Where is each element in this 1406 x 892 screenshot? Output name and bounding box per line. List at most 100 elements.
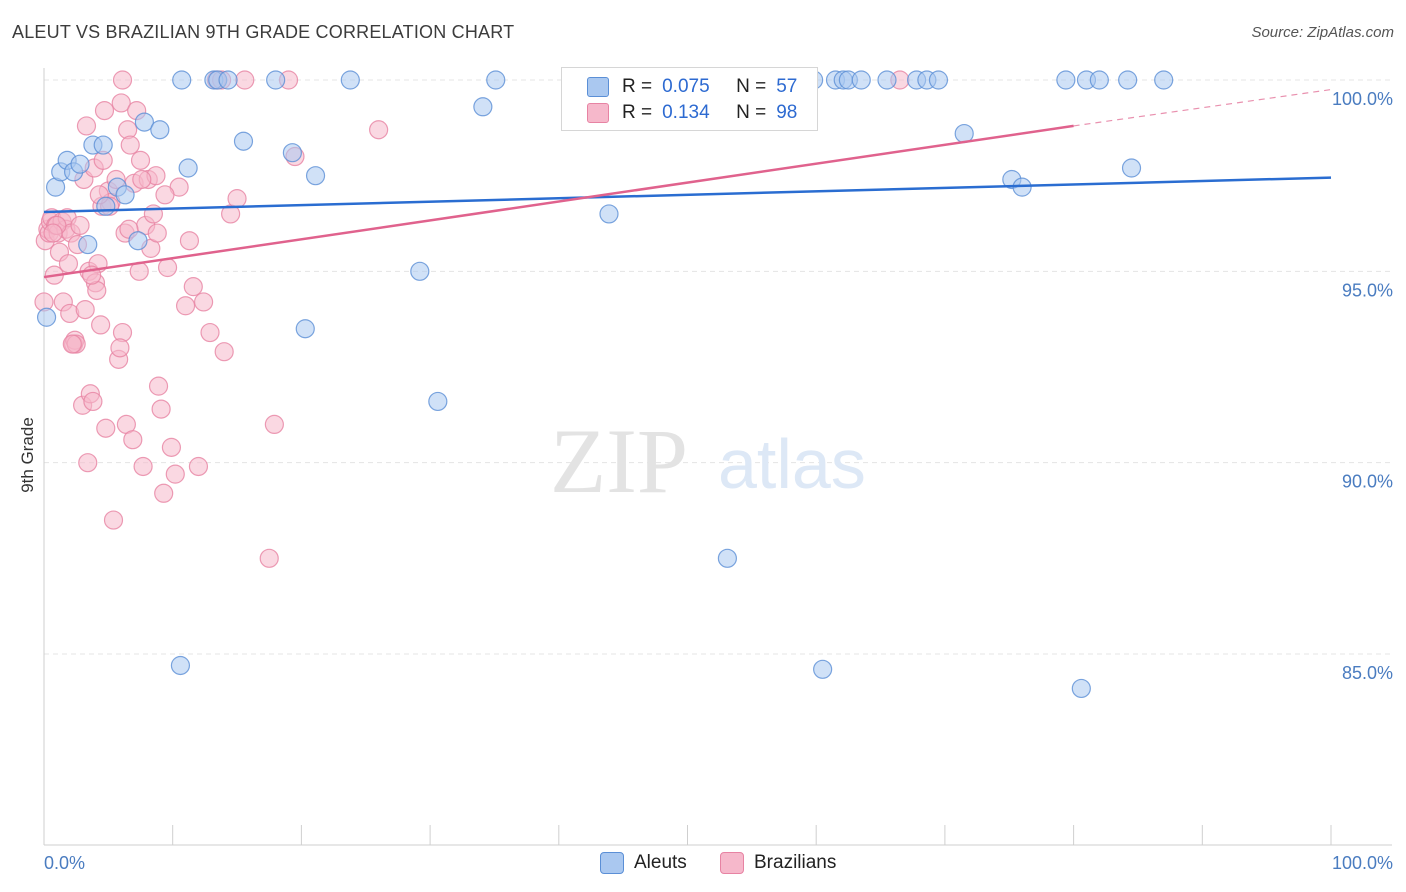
point-brazilians	[151, 399, 171, 419]
point-brazilians	[58, 254, 79, 274]
series-aleuts	[36, 70, 1174, 699]
point-aleuts	[78, 234, 98, 255]
point-aleuts	[1089, 70, 1109, 90]
legend-n-label: N =	[736, 102, 767, 123]
point-brazilians	[188, 456, 209, 477]
point-aleuts	[36, 307, 57, 327]
point-brazilians	[96, 418, 116, 438]
legend-n-value: 57	[776, 76, 798, 97]
point-brazilians	[70, 215, 90, 236]
point-brazilians	[157, 257, 178, 278]
point-brazilians	[264, 414, 284, 434]
chart-title: ALEUT VS BRAZILIAN 9TH GRADE CORRELATION…	[12, 22, 515, 42]
point-brazilians	[83, 391, 103, 412]
point-aleuts	[340, 70, 360, 90]
legend-r-value: 0.134	[662, 102, 710, 123]
point-brazilians	[78, 453, 98, 473]
point-brazilians	[200, 322, 220, 343]
point-aleuts	[218, 70, 238, 90]
point-aleuts	[428, 391, 448, 412]
point-brazilians	[112, 70, 133, 90]
point-brazilians	[110, 338, 130, 358]
point-brazilians	[103, 510, 124, 530]
axes	[43, 68, 1392, 846]
point-aleuts	[266, 70, 286, 90]
legend-swatch-brazilians	[720, 852, 744, 874]
legend-r-value: 0.075	[662, 76, 710, 97]
legend-n-label: N =	[736, 76, 767, 97]
point-brazilians	[132, 169, 152, 190]
stats-legend: R = 0.075 N = 57 R = 0.134 N = 98	[561, 67, 818, 131]
point-aleuts	[1121, 158, 1142, 178]
point-brazilians	[143, 204, 163, 224]
point-brazilians	[147, 223, 167, 243]
watermark-atlas: atlas	[718, 425, 866, 503]
point-brazilians	[120, 135, 140, 155]
point-brazilians	[175, 296, 196, 316]
point-aleuts	[150, 120, 170, 140]
point-aleuts	[851, 70, 871, 90]
legend-item-aleuts[interactable]: Aleuts	[600, 852, 687, 874]
point-aleuts	[134, 112, 154, 132]
point-aleuts	[305, 166, 326, 186]
point-aleuts	[93, 135, 113, 155]
point-aleuts	[282, 143, 302, 163]
point-brazilians	[161, 437, 182, 457]
point-aleuts	[1056, 70, 1076, 90]
point-brazilians	[183, 277, 203, 297]
point-brazilians	[154, 483, 174, 503]
legend-item-brazilians[interactable]: Brazilians	[720, 852, 836, 874]
x-tick-label: 100.0%	[1332, 853, 1393, 873]
point-aleuts	[928, 70, 949, 90]
trend-lines	[43, 88, 1332, 279]
point-aleuts	[295, 319, 315, 339]
point-brazilians	[133, 456, 153, 477]
point-brazilians	[75, 300, 95, 320]
trend-line-aleuts	[43, 176, 1332, 214]
legend-label-brazilians: Brazilians	[754, 852, 837, 873]
point-aleuts	[486, 70, 506, 90]
point-aleuts	[128, 231, 148, 251]
point-brazilians	[214, 342, 234, 362]
watermark-zip: ZIP	[550, 410, 688, 512]
point-aleuts	[599, 204, 619, 224]
point-brazilians	[123, 430, 143, 450]
point-aleuts	[813, 659, 833, 679]
y-tick-label: 100.0%	[1332, 89, 1393, 109]
legend-label-aleuts: Aleuts	[634, 852, 687, 873]
point-brazilians	[155, 185, 175, 205]
legend-row-aleuts: R = 0.075 N = 57	[587, 75, 797, 99]
series-legend: Aleuts Brazilians	[0, 852, 1406, 878]
legend-swatch-aleuts	[587, 77, 609, 97]
point-brazilians	[130, 150, 151, 170]
point-aleuts	[717, 548, 737, 568]
point-brazilians	[111, 93, 131, 113]
point-aleuts	[233, 131, 254, 151]
trend-line-brazilians	[43, 124, 1074, 279]
legend-row-brazilians: R = 0.134 N = 98	[587, 101, 797, 125]
point-aleuts	[410, 261, 430, 281]
point-aleuts	[877, 70, 897, 90]
point-aleuts	[473, 97, 493, 117]
point-brazilians	[91, 315, 111, 335]
point-aleuts	[70, 154, 90, 174]
point-aleuts	[96, 196, 116, 216]
legend-swatch-brazilians	[587, 103, 609, 123]
y-tick-label: 85.0%	[1342, 663, 1393, 683]
point-brazilians	[43, 223, 63, 243]
point-brazilians	[179, 231, 200, 251]
point-brazilians	[62, 334, 82, 354]
point-brazilians	[148, 376, 169, 396]
legend-n-value: 98	[776, 102, 798, 123]
source-credit: Source: ZipAtlas.com	[1251, 24, 1394, 41]
y-tick-label: 95.0%	[1342, 280, 1393, 300]
legend-r-label: R =	[622, 102, 653, 123]
legend-r-label: R =	[622, 76, 653, 97]
point-brazilians	[94, 101, 115, 121]
point-brazilians	[259, 548, 279, 568]
trend-line-brazilians-extension	[1073, 88, 1332, 127]
point-aleuts	[1154, 70, 1174, 90]
point-brazilians	[235, 70, 255, 90]
x-tick-label: 0.0%	[44, 853, 85, 873]
